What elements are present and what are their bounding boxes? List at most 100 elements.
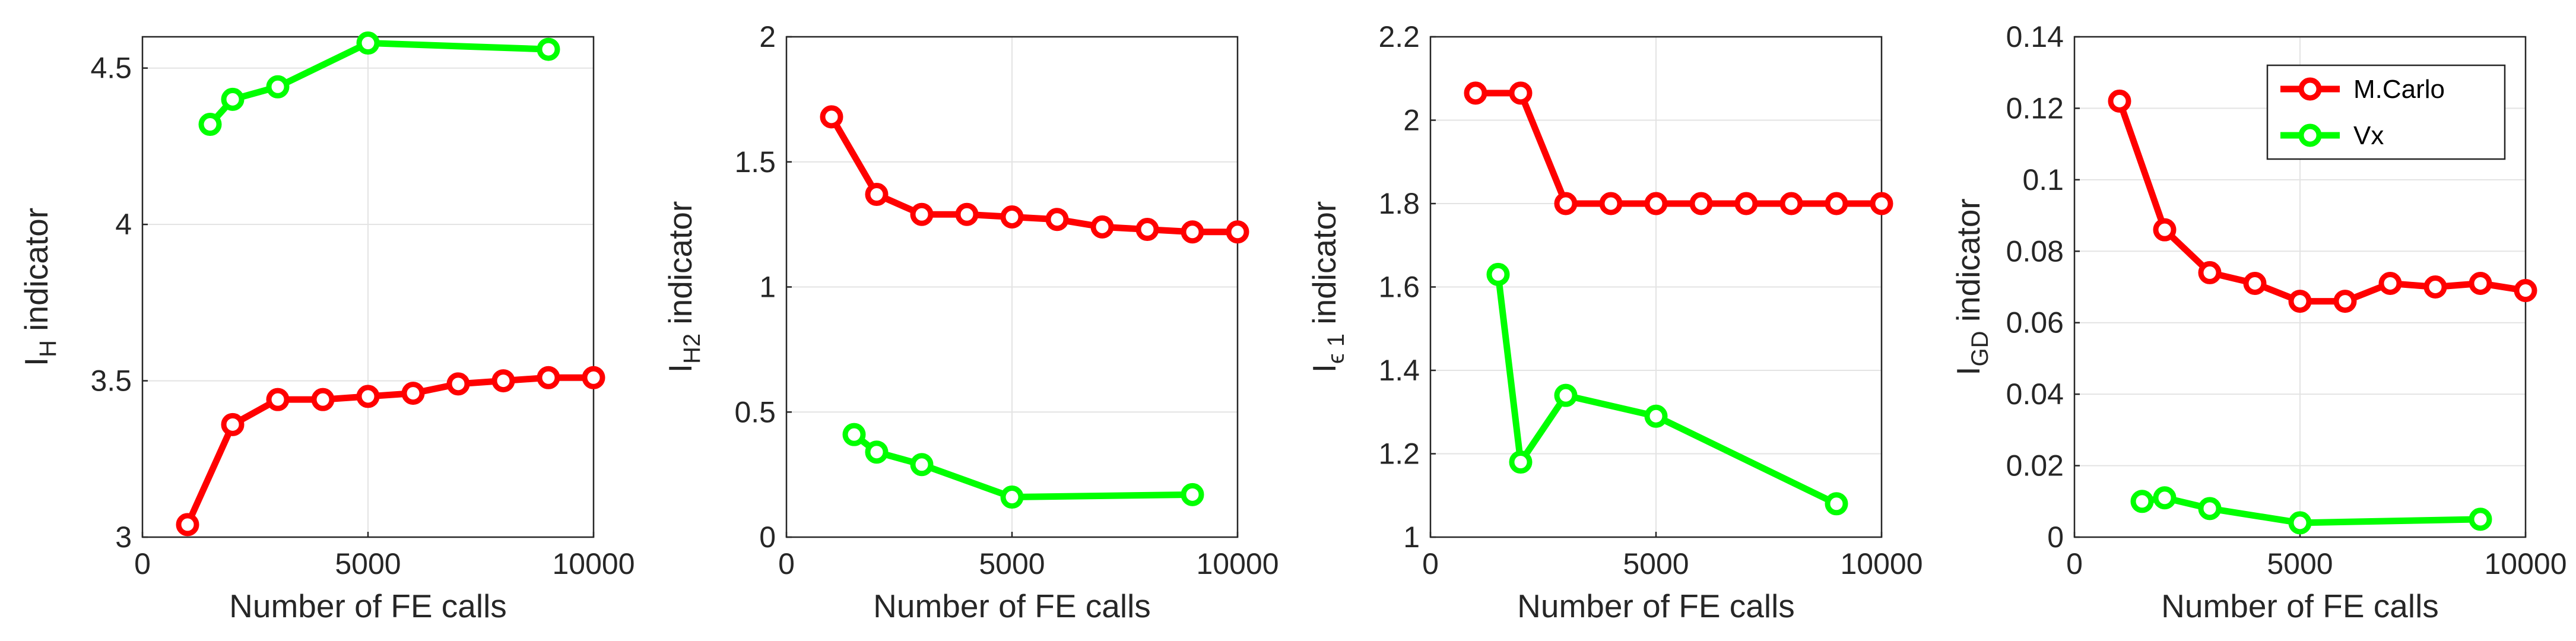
x-tick-label: 5000 — [2267, 547, 2333, 580]
data-point — [1644, 192, 1668, 215]
series-line — [852, 431, 1193, 501]
grid-lines — [786, 36, 1238, 538]
chart-panel-1: 0 5000 10000 3 3.5 4 4.5 Number of FE calls IH i… — [18, 31, 635, 624]
data-point — [865, 440, 889, 464]
data-point — [2469, 507, 2492, 531]
data-point — [2333, 290, 2357, 313]
y-tick-label: 0.14 — [2006, 20, 2064, 53]
legend-label: Vx — [2353, 121, 2384, 150]
data-point — [1509, 450, 1533, 474]
y-tick-label: 0 — [2047, 521, 2064, 554]
data-point — [1000, 485, 1024, 509]
data-point — [2288, 511, 2312, 535]
y-axis-label: IH indicator — [18, 208, 61, 366]
y-axis-label: Iϵ 1 indicator — [1306, 201, 1349, 373]
y-axis-label: IH2 indicator — [662, 201, 705, 373]
x-tick-label: 0 — [1422, 547, 1439, 580]
data-point — [2378, 271, 2402, 295]
data-point — [1825, 492, 1848, 516]
data-point — [2423, 275, 2447, 299]
data-point — [2243, 271, 2267, 295]
data-point — [1599, 192, 1623, 215]
x-tick-label: 10000 — [2484, 547, 2567, 580]
x-tick-label: 0 — [2066, 547, 2083, 580]
data-point — [356, 385, 380, 408]
series-green — [2130, 486, 2492, 535]
series-line — [207, 40, 549, 127]
data-point — [491, 369, 515, 393]
x-tick-label: 0 — [134, 547, 151, 580]
y-tick-label: 1.4 — [1378, 354, 1420, 387]
data-point — [1870, 192, 1893, 215]
chart-panel-4: 0 5000 10000 0 0.02 0.04 0.06 0.08 0.1 0.12 0.14 Nu… — [1950, 20, 2567, 624]
series-line — [1476, 90, 1882, 207]
series-line — [829, 115, 1238, 236]
x-axis-label: Number of FE calls — [2161, 588, 2439, 624]
series-line — [2142, 494, 2481, 526]
data-point — [1135, 218, 1159, 242]
x-axis-label: Number of FE calls — [873, 588, 1151, 624]
data-point — [356, 31, 380, 55]
data-point — [1486, 262, 1510, 286]
y-tick-label: 3.5 — [90, 364, 132, 398]
series-green — [198, 31, 560, 137]
data-point — [2469, 271, 2492, 295]
series-green — [842, 423, 1204, 509]
x-tick-label: 10000 — [1196, 547, 1279, 580]
data-point — [2514, 279, 2537, 303]
data-point — [266, 75, 290, 99]
x-tick-label: 10000 — [552, 547, 635, 580]
y-tick-label: 0.1 — [2022, 163, 2064, 196]
data-point — [537, 366, 560, 389]
data-point — [266, 388, 290, 411]
data-point — [1554, 383, 1578, 407]
y-tick-label: 1.2 — [1378, 437, 1420, 471]
data-point — [842, 423, 866, 446]
y-tick-label: 1 — [759, 271, 776, 304]
series-green — [1486, 262, 1848, 516]
data-point — [820, 105, 843, 129]
x-tick-label: 0 — [778, 547, 795, 580]
data-point — [198, 113, 222, 137]
y-tick-label: 4 — [115, 208, 132, 241]
series-line — [184, 374, 594, 526]
y-tick-label: 0.06 — [2006, 306, 2064, 339]
y-tick-label: 0 — [759, 521, 776, 554]
data-point — [2153, 218, 2177, 242]
y-tick-label: 0.08 — [2006, 234, 2064, 268]
series-red — [1464, 81, 1893, 215]
y-tick-label: 1.8 — [1378, 187, 1420, 220]
legend-label: M.Carlo — [2353, 75, 2445, 104]
y-tick-label: 1 — [1403, 521, 1420, 554]
data-point — [1000, 205, 1024, 229]
data-point — [221, 87, 245, 111]
data-point — [1090, 215, 1114, 239]
y-axis-label: IGD indicator — [1950, 198, 1993, 375]
chart-panel-2: 0 5000 10000 0 0.5 1 1.5 2 Number of FE calls IH2… — [662, 20, 1279, 624]
data-point — [311, 388, 335, 411]
y-tick-label: 0.5 — [734, 395, 776, 429]
legend: M.Carlo Vx — [2266, 64, 2506, 160]
data-point — [1509, 81, 1533, 105]
y-tick-label: 0.04 — [2006, 377, 2064, 411]
data-point — [1779, 192, 1803, 215]
data-point — [1734, 192, 1758, 215]
data-point — [865, 183, 889, 207]
y-tick-label: 0.02 — [2006, 449, 2064, 483]
legend-swatch-marker — [2298, 123, 2322, 147]
grid-lines — [142, 37, 594, 538]
x-axis-label: Number of FE calls — [229, 588, 507, 624]
data-point — [2198, 261, 2222, 284]
series-red — [2108, 89, 2537, 313]
data-point — [955, 202, 979, 226]
data-point — [910, 202, 934, 226]
data-point — [2153, 486, 2177, 510]
y-tick-label: 3 — [115, 521, 132, 554]
data-point — [446, 372, 470, 396]
data-point — [2288, 290, 2312, 313]
x-tick-label: 10000 — [1840, 547, 1923, 580]
series-line — [1495, 274, 1838, 507]
x-tick-label: 5000 — [979, 547, 1045, 580]
data-point — [1045, 208, 1069, 231]
data-point — [401, 382, 425, 405]
